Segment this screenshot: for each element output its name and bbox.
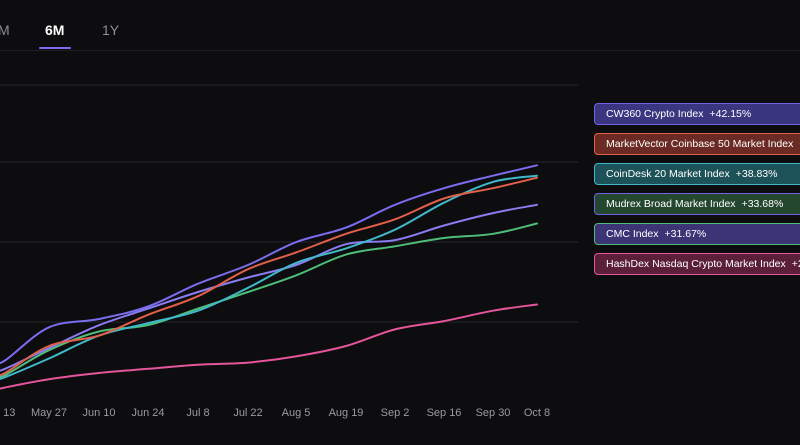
legend-change: +38.83%	[735, 168, 778, 180]
legend-change: +2	[791, 258, 800, 270]
legend-item-cmc[interactable]: CMC Index +31.67%	[594, 223, 800, 245]
legend-label: Mudrex Broad Market Index	[606, 198, 736, 210]
x-tick-label: Jun 24	[131, 407, 164, 419]
legend-change: +31.67%	[664, 228, 707, 240]
legend-label: MarketVector Coinbase 50 Market Index	[606, 138, 794, 150]
timeframe-tabs: M 6M 1Y	[0, 0, 800, 52]
legend-label: CMC Index	[606, 228, 659, 240]
x-tick-label: Aug 19	[329, 407, 364, 419]
legend-label: HashDex Nasdaq Crypto Market Index	[606, 258, 786, 270]
tabs-divider	[0, 50, 800, 51]
x-tick-label: Aug 5	[282, 407, 311, 419]
legend-item-hashdex[interactable]: HashDex Nasdaq Crypto Market Index +2	[594, 253, 800, 275]
series-line-hashdex-nasdaq-crypto-market-index[interactable]	[0, 303, 538, 392]
legend-change: +33.68%	[741, 198, 784, 210]
series-line-coindesk-20-market-index[interactable]	[0, 174, 538, 381]
legend-item-coindesk20[interactable]: CoinDesk 20 Market Index +38.83%	[594, 163, 800, 185]
tab-1m[interactable]: M	[0, 22, 10, 38]
series-line-cw360-crypto-index[interactable]	[0, 164, 538, 365]
x-tick-label: Sep 30	[476, 407, 511, 419]
series-line-mudrex-broad-market-index[interactable]	[0, 203, 538, 373]
series-line-cmc-index[interactable]	[0, 222, 538, 380]
tab-1y[interactable]: 1Y	[102, 22, 120, 38]
tab-6m[interactable]: 6M	[45, 22, 65, 38]
x-tick-label: Oct 8	[524, 407, 550, 419]
x-tick-label: Jul 8	[186, 407, 209, 419]
x-tick-label: Jun 10	[82, 407, 115, 419]
x-tick-label: Sep 16	[427, 407, 462, 419]
x-tick-label: May 27	[31, 407, 67, 419]
x-tick-label: Jul 22	[233, 407, 262, 419]
x-tick-label: y 13	[0, 407, 15, 419]
legend-label: CoinDesk 20 Market Index	[606, 168, 730, 180]
legend-change: +42.15%	[709, 108, 752, 120]
active-tab-indicator	[39, 47, 71, 49]
legend-item-cw360[interactable]: CW360 Crypto Index +42.15%	[594, 103, 800, 125]
x-tick-label: Sep 2	[381, 407, 410, 419]
legend-item-mudrex[interactable]: Mudrex Broad Market Index +33.68%	[594, 193, 800, 215]
legend-item-marketvector[interactable]: MarketVector Coinbase 50 Market Index+	[594, 133, 800, 155]
legend-label: CW360 Crypto Index	[606, 108, 704, 120]
series-line-marketvector-coinbase-50-market-index[interactable]	[0, 176, 538, 377]
